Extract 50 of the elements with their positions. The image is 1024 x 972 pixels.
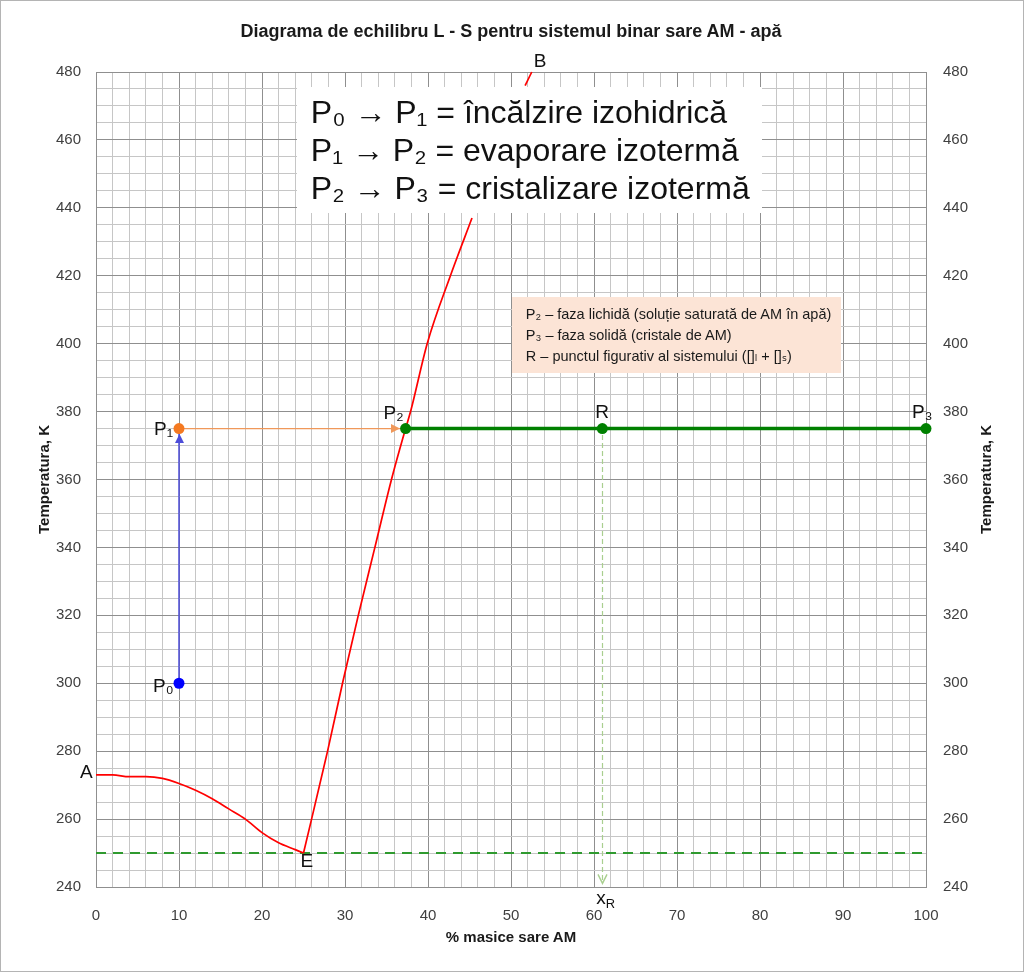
y2-tick-label: 340: [943, 537, 969, 555]
y2-axis-title: Temperatura, K: [977, 424, 995, 534]
y2-tick-label: 240: [943, 877, 969, 895]
y2-tick-label: 480: [943, 62, 969, 80]
annotation: P₂ – faza lichidă (soluție saturată de AM în apă) P₃ – faza solidă (cristale de AM) R – punctul figurativ al sistemului ([]ₗ + []ₛ): [511, 296, 842, 373]
y2-tick-label: 400: [943, 333, 969, 351]
y2-tick-label: 420: [943, 265, 969, 283]
annotation: A: [80, 761, 93, 783]
annotation: P₀ → P₁ = încălzire izohidrică P₁ → P₂ = evaporare izotermă P₂ → P₃ = cristalizare izotermă: [296, 87, 762, 214]
y2-tick-label: 260: [943, 809, 969, 827]
y-tick-label: 300: [55, 673, 81, 691]
y2-tick-label: 360: [943, 469, 969, 487]
x-axis-title: % masice sare AM: [445, 928, 577, 946]
y-tick-label: 480: [55, 62, 81, 80]
x-tick-label: 20: [253, 906, 271, 924]
y2-tick-label: 380: [943, 401, 969, 419]
chart-title: Diagrama de echilibru L - S pentru sistemul binar sare AM - apă: [240, 20, 783, 41]
x-tick-label: 50: [502, 906, 520, 924]
y-tick-label: 440: [55, 197, 81, 215]
annotation: E: [300, 850, 314, 872]
y-tick-label: 380: [55, 401, 81, 419]
y-tick-label: 400: [55, 333, 81, 351]
y-tick-label: 320: [55, 605, 81, 623]
x-tick-label: 100: [913, 906, 939, 924]
x-tick-label: 80: [751, 906, 769, 924]
annotation: P₀: [153, 674, 174, 696]
annotation: P₂: [383, 401, 404, 423]
y2-tick-label: 300: [943, 673, 969, 691]
y-tick-label: 240: [55, 877, 81, 895]
y-tick-label: 260: [55, 809, 81, 827]
annotation: R: [595, 400, 610, 422]
y-tick-label: 460: [55, 130, 81, 148]
x-tick-label: 90: [834, 906, 852, 924]
y2-tick-label: 320: [943, 605, 969, 623]
annotation: P₃: [912, 400, 933, 422]
y2-tick-label: 460: [943, 130, 969, 148]
y-tick-label: 340: [55, 537, 81, 555]
x-tick-label: 0: [91, 906, 101, 924]
x-tick-label: 40: [419, 906, 437, 924]
x-tick-label: 30: [336, 906, 354, 924]
annotation: B: [533, 50, 547, 71]
x-tick-label: 70: [668, 906, 686, 924]
x-tick-label: 10: [170, 906, 188, 924]
y-axis-title: Temperatura, K: [35, 424, 53, 534]
y-tick-label: 420: [55, 265, 81, 283]
y-tick-label: 280: [55, 741, 81, 759]
y-tick-label: 360: [55, 469, 81, 487]
y2-tick-label: 440: [943, 197, 969, 215]
annotation: P₁: [154, 418, 174, 440]
y2-tick-label: 280: [943, 741, 969, 759]
